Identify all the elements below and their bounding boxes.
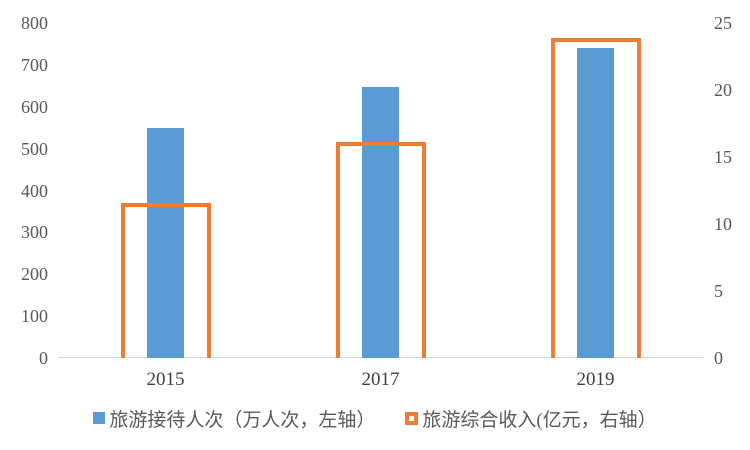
right-axis-tick: 10 <box>714 214 732 234</box>
left-axis-tick: 700 <box>21 54 48 75</box>
left-axis-tick: 200 <box>21 264 48 285</box>
right-axis-tick: 15 <box>714 147 732 167</box>
left-axis-tick: 800 <box>21 13 48 33</box>
bar-revenue-2015 <box>120 202 211 358</box>
x-axis-label-2019: 2019 <box>576 369 615 390</box>
right-axis-tick: 25 <box>714 13 732 33</box>
x-axis-label-2015: 2015 <box>146 369 185 390</box>
legend-item-visitors: 旅游接待人次（万人次，左轴） <box>93 405 375 432</box>
right-axis-tick: 20 <box>714 80 732 100</box>
legend-item-revenue: 旅游综合收入(亿元，右轴） <box>405 405 657 432</box>
blue-square-icon <box>93 412 106 424</box>
right-axis-tick: 0 <box>714 348 723 368</box>
left-axis-tick: 500 <box>21 138 48 159</box>
orange-outlined-square-icon <box>405 411 419 425</box>
bar-visitors-2019 <box>577 48 614 358</box>
left-axis-tick: 0 <box>39 348 48 368</box>
right-axis-tick: 5 <box>714 281 723 301</box>
legend-label-visitors: 旅游接待人次（万人次，左轴） <box>109 409 376 431</box>
bar-revenue-2017 <box>335 142 426 358</box>
legend: 旅游接待人次（万人次，左轴） 旅游综合收入(亿元，右轴） <box>0 404 750 432</box>
bar-visitors-2015 <box>147 127 184 358</box>
left-axis-tick: 600 <box>21 96 48 117</box>
left-axis-tick: 300 <box>21 222 48 243</box>
bar-visitors-2017 <box>362 87 399 358</box>
left-axis-tick: 100 <box>21 306 48 327</box>
legend-label-revenue: 旅游综合收入(亿元，右轴） <box>422 409 657 431</box>
x-axis-label-2017: 2017 <box>361 369 400 390</box>
left-axis-tick: 400 <box>21 180 48 201</box>
bar-revenue-2019 <box>550 37 641 358</box>
